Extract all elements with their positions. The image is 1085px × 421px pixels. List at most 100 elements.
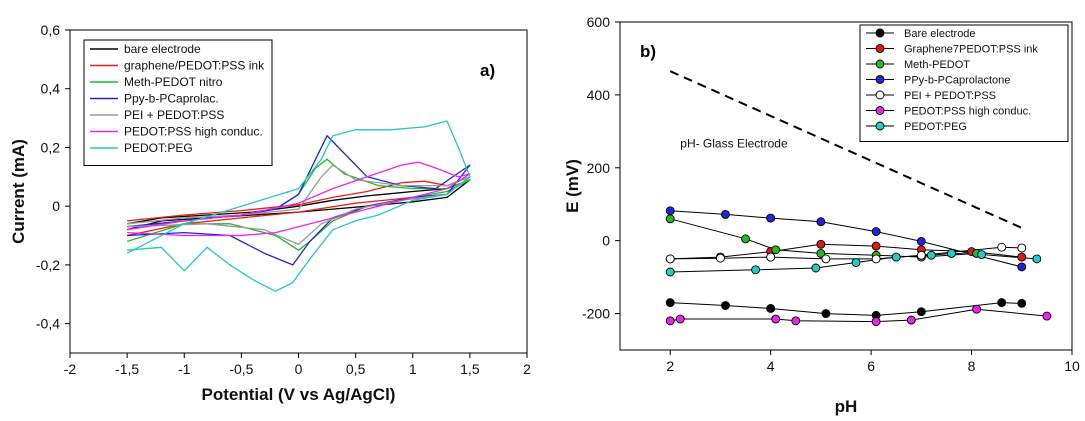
a-legend-label: graphene/PEDOT:PSS ink [124,59,265,73]
b-reference-line [669,70,1023,229]
b-data-point [811,263,821,273]
b-data-point [906,315,916,325]
b-data-point [997,298,1007,308]
a-series-line [127,135,471,266]
a-y-tick-label: -0,4 [36,316,60,332]
chart-b: 2 4 6 8 10 -200 0 200 400 600 pH- Glass Electrode B… [563,14,1080,416]
b-data-point [851,258,861,267]
b-data-point [816,217,826,227]
b-data-point [1017,243,1027,253]
a-y-axis-label: Current (mA) [9,139,28,244]
chart-a: -2 -1,5 -1 -0,5 0 0,5 1 1,5 2 -0,4 -0,2 0 0,2 0,4 0,6 b… [9,22,531,404]
b-legend-marker [875,121,885,131]
b-legend-marker [875,90,885,100]
a-x-tick-label: 1,5 [460,361,480,377]
b-series-line [670,302,1022,316]
b-legend-marker [875,75,885,84]
b-data-point [891,252,901,262]
a-legend-label: Ppy-b-PCaprolac. [124,92,219,106]
b-data-point [665,206,675,216]
b-x-tick-label: 2 [666,358,674,374]
b-data-point [1017,298,1027,308]
b-series-line [670,246,1022,260]
b-data-point [821,254,831,264]
b-data-point [741,234,751,244]
b-data-point [665,254,675,264]
b-y-tick-label: -200 [582,306,610,322]
a-x-tick-label: -1,5 [115,361,139,377]
b-legend-label: PPy-b-PCaprolactone [904,75,1010,87]
b-data-point [721,209,730,219]
a-legend-label: bare electrode [124,42,201,56]
b-data-point [871,254,881,264]
b-data-point [947,248,956,258]
a-y-tick-label: 0 [52,198,60,214]
a-legend-label: PEDOT:PSS high conduc. [124,125,263,139]
b-x-axis-label: pH [835,397,858,416]
a-legend-label: PEI + PEDOT:PSS [124,108,224,122]
a-panel-label: a) [480,61,495,80]
b-legend-label: Graphene7PEDOT:PSS ink [904,44,1038,56]
b-data-point [766,213,776,223]
b-data-point [791,316,801,326]
b-legend-label: PEDOT:PSS high conduc. [904,106,1031,118]
b-data-point [997,242,1007,252]
b-data-point [715,253,725,263]
b-x-tick-label: 4 [767,358,775,374]
b-legend-label: PEDOT:PEG [904,121,967,133]
a-x-tick-label: 0 [295,361,303,377]
b-x-tick-label: 10 [1064,358,1080,374]
a-x-tick-label: 2 [523,361,531,377]
a-legend [83,39,273,166]
b-data-point [871,227,881,237]
b-plot-frame [619,21,1073,351]
a-series-line [127,161,471,237]
a-y-tick-label: 0,4 [41,81,61,97]
b-data-point [771,314,781,324]
b-data-point [871,241,881,251]
b-y-tick-label: 400 [587,87,611,103]
a-series-line [126,120,471,292]
b-data-point [821,309,831,319]
b-annotation: pH- Glass Electrode [680,137,788,151]
b-data-point [1042,311,1052,321]
b-data-point [751,265,761,275]
b-legend-label: Bare electrode [904,28,976,40]
a-legend-label: Meth-PEDOT nitro [124,75,223,89]
b-data-point [721,301,730,310]
b-y-tick-label: 0 [602,233,610,249]
a-x-tick-label: 0,5 [346,361,366,377]
b-legend-label: Meth-PEDOT [904,59,970,71]
b-legend-marker [875,59,885,69]
b-legend-marker [875,28,885,38]
b-x-tick-label: 6 [867,358,875,374]
b-data-point [665,267,675,277]
b-data-point [665,316,675,326]
a-y-tick-label: 0,2 [41,139,61,155]
b-panel-label: b) [640,42,656,61]
b-data-point [771,245,781,255]
b-data-point [926,250,936,260]
b-data-point [916,236,926,246]
b-y-tick-label: 600 [587,14,611,30]
b-data-point [816,248,826,258]
b-legend-label: PEI + PEDOT:PSS [904,90,996,102]
a-x-tick-label: -0,5 [229,361,253,377]
b-data-point [972,304,982,314]
b-data-point [1017,262,1027,272]
b-x-tick-label: 8 [968,358,976,374]
b-data-point [916,250,926,260]
b-data-point [977,250,987,259]
b-data-point [766,252,776,262]
b-y-axis-label: E (mV) [563,159,582,213]
b-series-line [670,308,1047,323]
b-legend-marker [875,106,885,115]
b-data-point [1032,254,1042,264]
a-x-tick-label: -2 [64,361,77,377]
a-x-tick-label: -1 [178,361,191,377]
a-y-tick-label: -0,2 [36,257,60,273]
b-data-point [1017,252,1027,262]
b-data-point [871,317,881,327]
